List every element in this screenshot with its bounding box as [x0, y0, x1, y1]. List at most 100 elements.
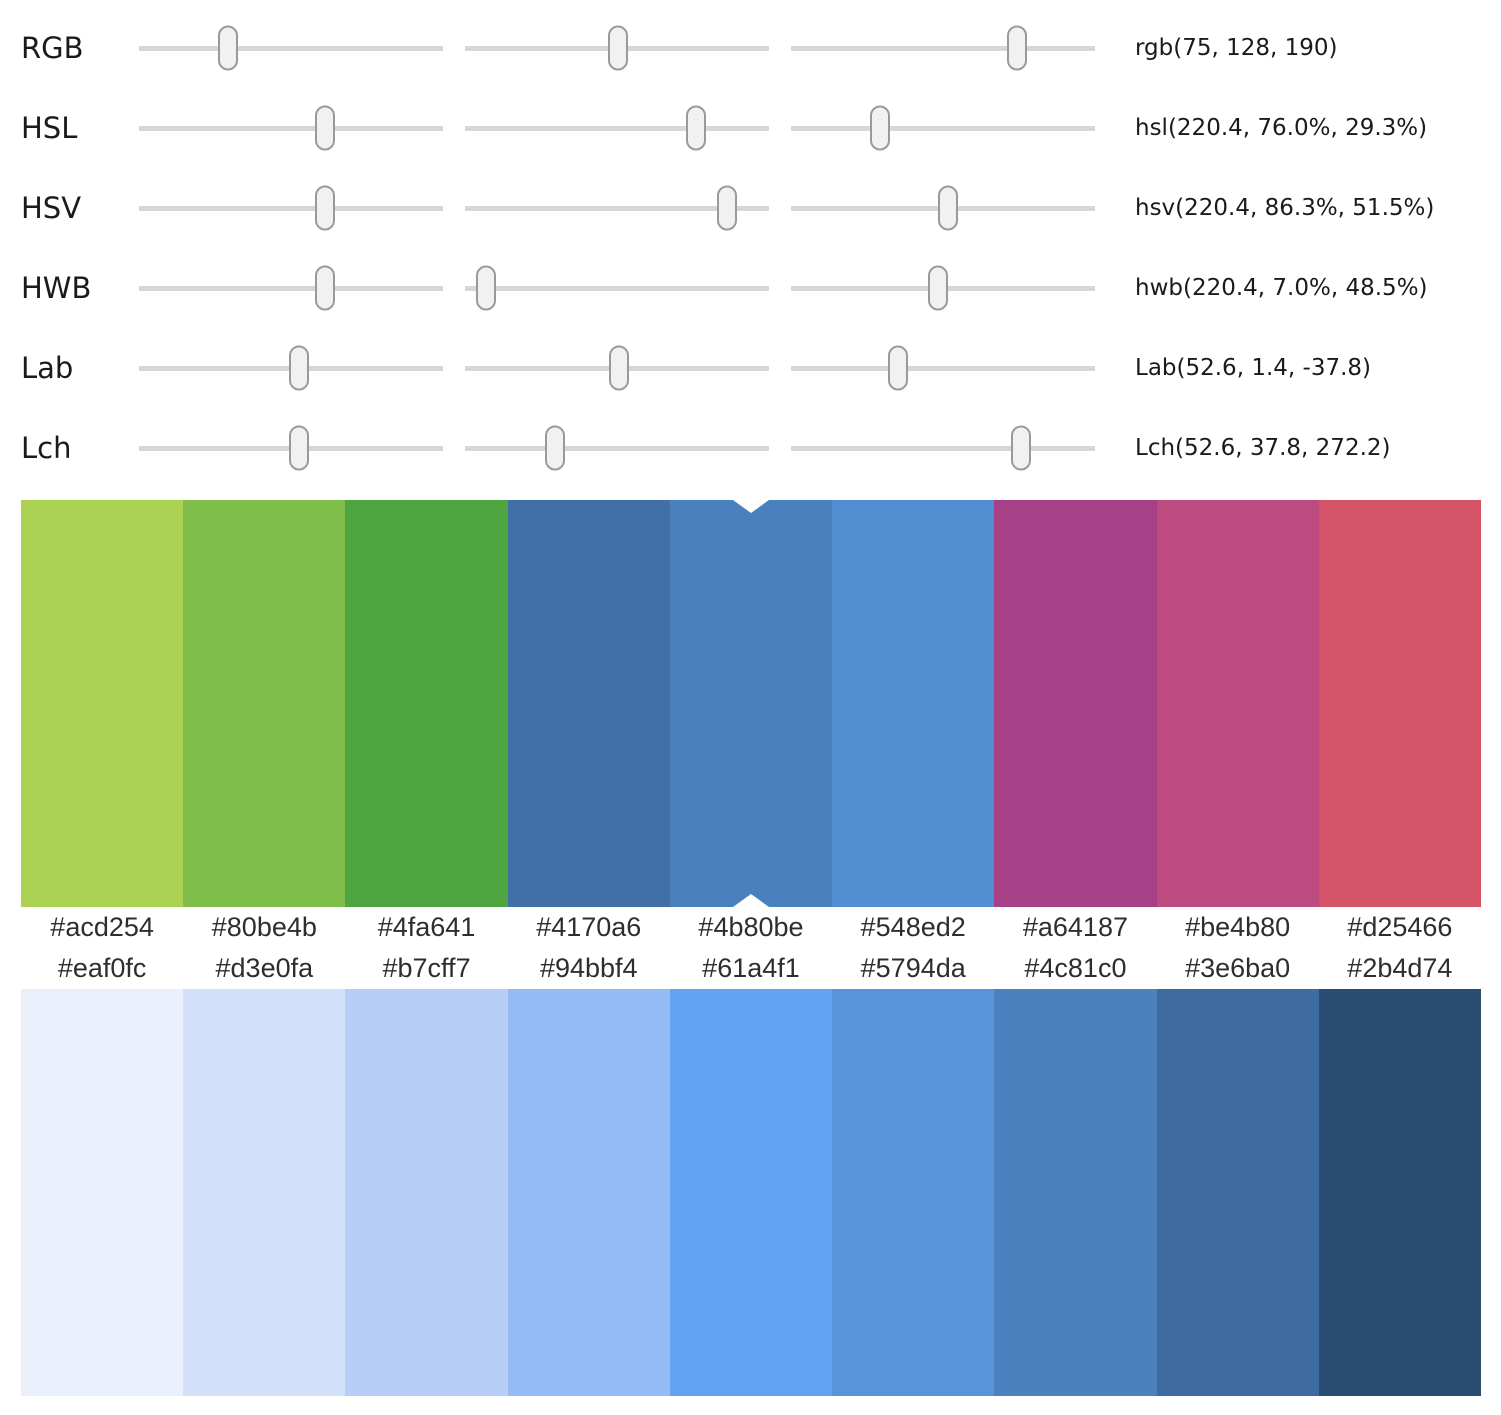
slider-track-hsl-1[interactable]: [465, 102, 769, 154]
shade-swatch-0[interactable]: [21, 989, 184, 1396]
color-value-lch: Lch(52.6, 37.8, 272.2): [1135, 435, 1391, 461]
shade-swatch-7[interactable]: [1156, 989, 1319, 1396]
shade-hex-label-7: #3e6ba0: [1185, 953, 1291, 983]
slider-thumb-hwb-2[interactable]: [928, 265, 949, 311]
shade-hex-label-2: #b7cff7: [382, 953, 471, 983]
shade-swatch-8[interactable]: [1318, 989, 1481, 1396]
slider-thumb-hwb-0[interactable]: [315, 265, 336, 311]
slider-thumb-lab-2[interactable]: [888, 345, 908, 391]
slider-track-lch-2[interactable]: [791, 422, 1095, 474]
slider-rail: [791, 445, 1095, 451]
slider-thumb-lab-0[interactable]: [288, 345, 309, 391]
hue-swatch-8[interactable]: [1318, 500, 1481, 907]
slider-track-hwb-0[interactable]: [139, 262, 443, 314]
shade-swatch-3[interactable]: [507, 989, 670, 1396]
hue-swatch-2[interactable]: [345, 500, 508, 907]
slider-row-label-rgb: RGB: [21, 31, 84, 65]
slider-track-hwb-2[interactable]: [791, 262, 1095, 314]
slider-row-label-hwb: HWB: [21, 271, 92, 305]
slider-thumb-hsl-2[interactable]: [870, 105, 891, 151]
shade-hex-label-8: #2b4d74: [1347, 953, 1453, 983]
hue-hex-label-3: #4170a6: [536, 912, 642, 942]
shade-swatch-4[interactable]: [669, 989, 833, 1396]
shade-hex-label-6: #4c81c0: [1024, 953, 1127, 983]
slider-row-lch: Lch Lch(52.6, 37.8, 272.2): [0, 408, 1501, 488]
color-value-lab: Lab(52.6, 1.4, -37.8): [1135, 355, 1371, 381]
slider-row-lab: Lab Lab(52.6, 1.4, -37.8): [0, 328, 1501, 408]
slider-track-lch-1[interactable]: [465, 422, 769, 474]
slider-thumb-rgb-2[interactable]: [1007, 25, 1028, 71]
slider-row-hwb: HWB hwb(220.4, 7.0%, 48.5%): [0, 248, 1501, 328]
color-sliders-panel: RGB rgb(75, 128, 190) HSL hsl(220.4, 76.0%,…: [0, 0, 1501, 488]
shade-swatch-1[interactable]: [183, 989, 346, 1396]
slider-rail: [465, 125, 769, 131]
slider-track-lab-1[interactable]: [465, 342, 769, 394]
shade-hex-label-0: #eaf0fc: [57, 953, 147, 983]
hue-swatch-5[interactable]: [832, 500, 995, 907]
slider-track-rgb-1[interactable]: [465, 22, 769, 74]
hue-hex-label-2: #4fa641: [377, 912, 476, 942]
shade-hex-label-1: #d3e0fa: [215, 953, 314, 983]
slider-rail: [791, 45, 1095, 51]
slider-track-lch-0[interactable]: [139, 422, 443, 474]
hue-hex-label-7: #be4b80: [1185, 912, 1291, 942]
shade-palette-strip: [21, 989, 1481, 1396]
hue-hex-labels-row: #acd254 #80be4b #4fa641 #4170a6 #4b80be #548e…: [21, 907, 1481, 948]
slider-thumb-hsl-1[interactable]: [686, 105, 707, 151]
color-value-hsv: hsv(220.4, 86.3%, 51.5%): [1135, 195, 1435, 221]
slider-thumb-rgb-1[interactable]: [607, 25, 628, 71]
shade-swatch-2[interactable]: [345, 989, 508, 1396]
slider-track-hsl-0[interactable]: [139, 102, 443, 154]
shade-swatch-6[interactable]: [994, 989, 1157, 1396]
hue-swatch-3[interactable]: [507, 500, 670, 907]
slider-rail: [465, 285, 769, 291]
slider-rail: [139, 285, 443, 291]
slider-rail: [791, 125, 1095, 131]
slider-thumb-hsv-1[interactable]: [717, 185, 738, 231]
slider-thumb-lch-2[interactable]: [1010, 425, 1031, 471]
slider-thumb-hwb-1[interactable]: [476, 265, 497, 311]
slider-row-label-hsl: HSL: [21, 111, 78, 145]
slider-thumb-hsv-2[interactable]: [937, 185, 958, 231]
hue-swatch-4[interactable]: [669, 500, 833, 907]
slider-thumb-hsv-0[interactable]: [315, 185, 336, 231]
slider-thumb-rgb-0[interactable]: [218, 25, 239, 71]
slider-track-rgb-2[interactable]: [791, 22, 1095, 74]
slider-track-hsv-1[interactable]: [465, 182, 769, 234]
slider-track-lab-0[interactable]: [139, 342, 443, 394]
hue-swatch-1[interactable]: [183, 500, 346, 907]
selected-swatch-marker-bottom: [733, 894, 769, 907]
slider-thumb-lch-0[interactable]: [288, 425, 309, 471]
hue-hex-label-1: #80be4b: [211, 912, 317, 942]
slider-track-hsl-2[interactable]: [791, 102, 1095, 154]
slider-track-hsv-0[interactable]: [139, 182, 443, 234]
slider-thumb-hsl-0[interactable]: [315, 105, 336, 151]
hue-swatch-7[interactable]: [1156, 500, 1319, 907]
color-value-hsl: hsl(220.4, 76.0%, 29.3%): [1135, 115, 1428, 141]
slider-rail: [465, 445, 769, 451]
slider-track-hwb-1[interactable]: [465, 262, 769, 314]
hue-swatch-6[interactable]: [994, 500, 1157, 907]
slider-thumb-lch-1[interactable]: [544, 425, 565, 471]
selected-swatch-marker-top: [733, 500, 769, 513]
shade-swatch-5[interactable]: [832, 989, 995, 1396]
hue-hex-label-5: #548ed2: [860, 912, 966, 942]
slider-rail: [139, 45, 443, 51]
slider-row-label-lab: Lab: [21, 351, 74, 385]
color-value-rgb: rgb(75, 128, 190): [1135, 35, 1338, 61]
slider-row-hsl: HSL hsl(220.4, 76.0%, 29.3%): [0, 88, 1501, 168]
color-value-hwb: hwb(220.4, 7.0%, 48.5%): [1135, 275, 1428, 301]
slider-track-hsv-2[interactable]: [791, 182, 1095, 234]
slider-row-label-lch: Lch: [21, 431, 72, 465]
slider-thumb-lab-1[interactable]: [608, 345, 629, 391]
hue-palette-strip: [21, 500, 1481, 907]
slider-track-rgb-0[interactable]: [139, 22, 443, 74]
hue-swatch-0[interactable]: [21, 500, 184, 907]
hue-hex-label-4: #4b80be: [698, 912, 804, 942]
hue-hex-label-8: #d25466: [1347, 912, 1453, 942]
slider-track-lab-2[interactable]: [791, 342, 1095, 394]
slider-rail: [139, 125, 443, 131]
slider-rail: [139, 205, 443, 211]
slider-row-rgb: RGB rgb(75, 128, 190): [0, 8, 1501, 88]
slider-row-label-hsv: HSV: [21, 191, 82, 225]
